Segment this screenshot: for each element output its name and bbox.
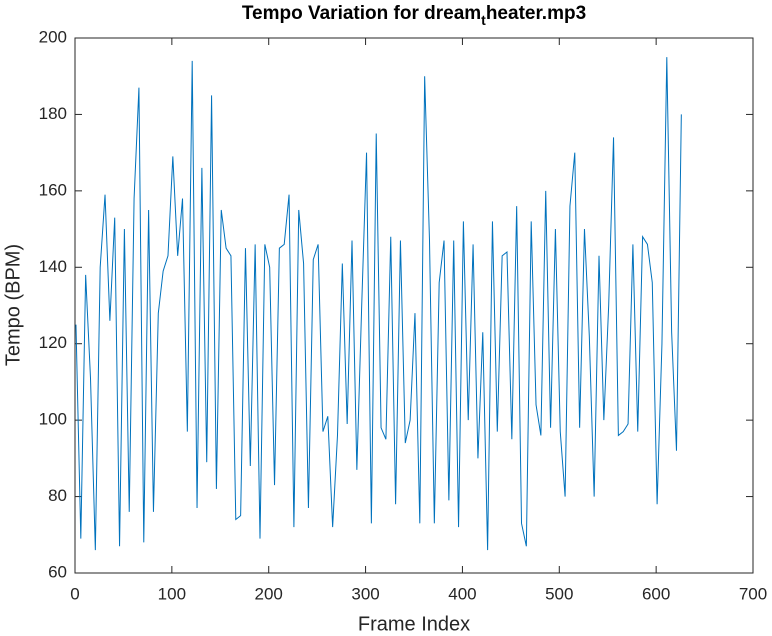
y-tick-label: 120 xyxy=(39,333,67,352)
y-tick-label: 60 xyxy=(48,562,67,581)
x-tick-label: 600 xyxy=(642,584,670,603)
x-tick-label: 500 xyxy=(545,584,573,603)
y-axis-label: Tempo (BPM) xyxy=(2,244,24,366)
y-tick-label: 80 xyxy=(48,486,67,505)
x-tick-label: 400 xyxy=(448,584,476,603)
plot-area xyxy=(74,37,754,574)
y-tick-label: 140 xyxy=(39,257,67,276)
x-tick-label: 0 xyxy=(70,584,79,603)
x-tick-label: 300 xyxy=(351,584,379,603)
y-tick-label: 200 xyxy=(39,27,67,46)
y-tick-label: 180 xyxy=(39,104,67,123)
x-axis-label: Frame Index xyxy=(358,613,470,635)
x-tick-label: 100 xyxy=(158,584,186,603)
data-line xyxy=(75,57,682,551)
x-tick-label: 700 xyxy=(739,584,767,603)
chart-title: Tempo Variation for dreamtheater.mp3 xyxy=(242,3,586,28)
title-part: Tempo Variation for dream xyxy=(242,3,481,24)
y-tick-label: 160 xyxy=(39,180,67,199)
title-part: heater.mp3 xyxy=(486,3,586,24)
x-tick-label: 200 xyxy=(255,584,283,603)
y-tick-label: 100 xyxy=(39,410,67,429)
title-subscript: t xyxy=(481,12,486,28)
